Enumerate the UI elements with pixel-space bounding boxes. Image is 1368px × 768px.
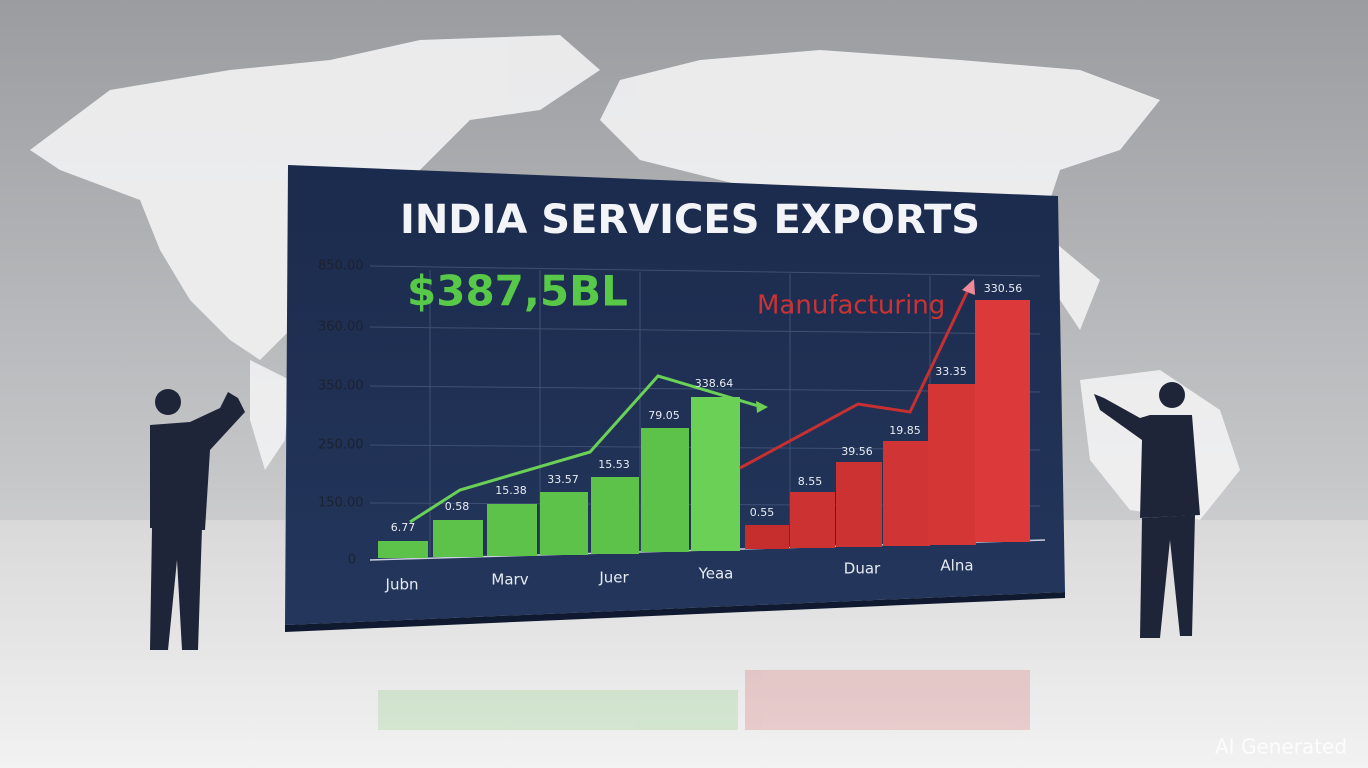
y-label: 360.00 [318,320,364,335]
y-label: 350.00 [318,379,364,394]
bar [641,428,689,552]
green-value-label: 338.64 [695,377,734,390]
bar [745,525,789,549]
bar [790,492,835,548]
green-value-label: 6.77 [391,521,416,534]
bar [928,384,976,545]
red-trend [739,285,972,470]
red-value-label: 330.56 [984,282,1023,295]
bar [975,300,1030,542]
bar [378,541,428,558]
red-value-label: 0.55 [750,506,775,519]
x-label: Alna [940,557,973,575]
y-label: 250.00 [318,438,364,453]
y-label: 850.00 [318,259,364,274]
x-label: Yeaa [698,565,734,583]
green-value-label: 0.58 [445,500,470,513]
red-value-label: 19.85 [889,424,921,437]
series-label: Manufacturing [757,291,945,321]
green-value-label: 15.38 [495,484,527,497]
arrow-head [962,279,975,295]
y-label: 0 [348,553,356,568]
red-value-label: 39.56 [841,445,873,458]
green-trend [409,374,763,524]
headline: $387,5BL [407,267,628,316]
billboard-title: INDIA SERVICES EXPORTS [400,197,980,243]
y-label: 150.00 [318,496,364,511]
green-bars [378,397,740,558]
person-left [150,389,245,650]
bar [836,462,882,547]
watermark: AI Generated [1215,735,1347,759]
bar [691,397,740,551]
billboard-edge [285,592,1065,632]
green-value-label: 15.53 [598,458,630,471]
x-label: Duar [844,560,881,578]
person-right [1094,382,1200,638]
bar [591,477,639,554]
arrow-head [756,401,768,413]
red-value-label: 33.35 [935,365,967,378]
x-label: Jubn [385,576,419,594]
red-bars [745,300,1030,549]
bar [487,504,537,556]
x-label: Juer [598,569,629,587]
green-value-label: 79.05 [648,409,680,422]
x-label: Marv [491,571,528,589]
red-value-label: 8.55 [798,475,823,488]
green-value-label: 33.57 [547,473,579,486]
bar [883,441,930,546]
bar [540,492,588,555]
bar [433,520,483,557]
reflection [378,670,1030,730]
